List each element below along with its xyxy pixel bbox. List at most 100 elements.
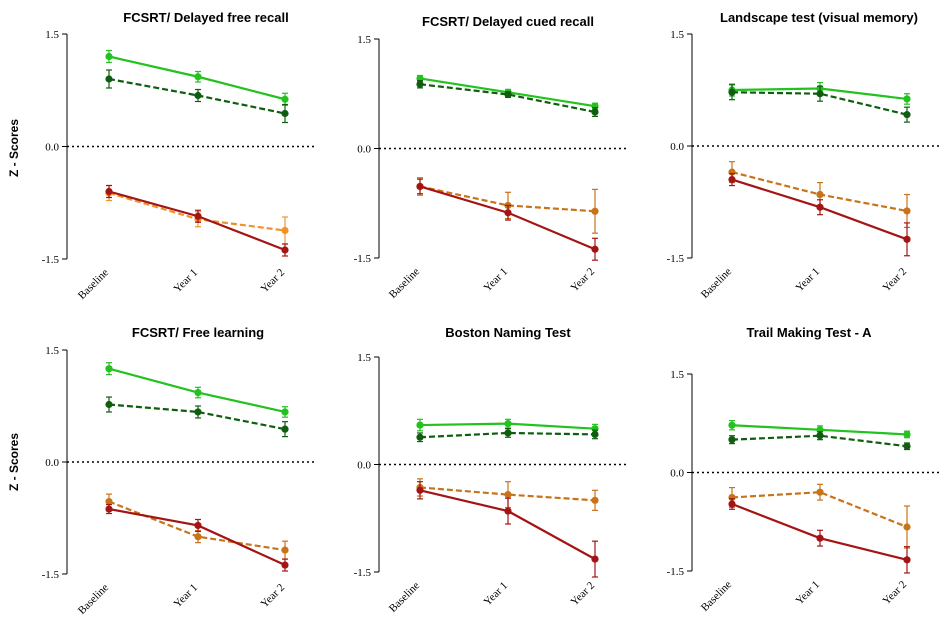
data-point (591, 555, 599, 563)
data-point (281, 425, 289, 433)
y-tick-label: 0.0 (357, 460, 371, 472)
data-point (105, 75, 113, 83)
data-point (194, 212, 202, 220)
x-tick-label: Year 2 (880, 266, 909, 295)
data-point (504, 507, 512, 515)
x-tick-label: Year 2 (568, 266, 597, 295)
x-tick-label: Baseline (387, 266, 422, 301)
panel-title: Boston Naming Test (445, 325, 571, 340)
data-point (194, 91, 202, 100)
panel-title: Landscape test (visual memory) (720, 10, 918, 25)
x-tick-label: Baseline (76, 267, 111, 302)
x-tick-label: Baseline (387, 580, 422, 615)
data-point (105, 365, 113, 373)
data-point (416, 182, 424, 191)
data-point (728, 500, 736, 508)
data-point (281, 246, 289, 254)
y-tick-label: -1.5 (42, 569, 60, 581)
data-point (591, 207, 599, 215)
data-point (728, 176, 736, 184)
data-point (591, 496, 599, 504)
panel-title: FCSRT/ Free learning (132, 325, 264, 340)
x-tick-label: Year 1 (481, 580, 510, 609)
data-point (281, 109, 289, 118)
data-point (105, 505, 113, 513)
x-tick-label: Year 2 (258, 267, 287, 296)
data-point (816, 432, 824, 440)
y-tick-label: -1.5 (354, 567, 372, 579)
data-point (281, 408, 289, 416)
data-point (105, 497, 113, 506)
y-tick-label: 0.0 (670, 141, 684, 153)
x-tick-label: Year 2 (568, 580, 597, 609)
x-tick-label: Year 1 (793, 579, 822, 608)
y-tick-label: 1.5 (357, 34, 371, 46)
y-tick-label: -1.5 (42, 254, 60, 266)
data-point (816, 190, 824, 199)
y-tick-label: 1.5 (670, 29, 684, 41)
y-tick-label: 0.0 (45, 142, 59, 154)
series-line (419, 486, 596, 502)
data-point (903, 556, 911, 564)
data-point (816, 203, 824, 211)
y-axis-label: Z - Scores (7, 119, 21, 177)
series-4 (416, 178, 599, 261)
series-line (419, 83, 596, 114)
data-point (416, 486, 424, 494)
data-point (728, 421, 736, 429)
y-axis-label: Z - Scores (7, 433, 21, 491)
panel-1: FCSRT/ Delayed free recall Z - Scores 1.5 0… (7, 10, 317, 302)
series-2 (105, 396, 289, 438)
data-point (903, 442, 911, 450)
series-2 (728, 84, 911, 123)
data-point (416, 80, 424, 88)
panel-2: FCSRT/ Delayed cued recall 1.5 0.0 -1.5 Base… (354, 14, 629, 301)
y-tick-label: 1.5 (357, 352, 371, 364)
x-tick-label: Year 1 (171, 267, 200, 296)
series-4 (728, 498, 911, 574)
data-point (105, 52, 113, 61)
data-point (816, 90, 824, 98)
data-point (728, 88, 736, 96)
data-point (281, 95, 289, 103)
series-3 (728, 161, 911, 228)
data-point (416, 433, 424, 441)
panel-6: Trail Making Test - A 1.5 0.0 -1.5 Baseline Y… (667, 325, 942, 614)
y-tick-label: 0.0 (357, 144, 371, 156)
data-point (903, 95, 911, 103)
y-tick-label: 0.0 (45, 457, 59, 469)
data-point (281, 226, 289, 235)
x-tick-label: Baseline (699, 579, 734, 614)
x-tick-label: Year 1 (481, 266, 510, 295)
series-2 (105, 69, 289, 124)
data-point (194, 73, 202, 81)
data-point (194, 388, 202, 397)
data-point (903, 111, 911, 119)
panel-4: FCSRT/ Free learning Z - Scores 1.5 0.0 -1.5… (7, 325, 317, 617)
panel-3: Landscape test (visual memory) 1.5 0.0 -1.5… (667, 10, 942, 301)
data-point (816, 534, 824, 542)
x-tick-label: Year 1 (793, 266, 822, 295)
data-point (416, 421, 424, 429)
y-tick-label: 1.5 (45, 29, 59, 41)
series-4 (416, 481, 599, 578)
y-tick-label: 0.0 (670, 468, 684, 480)
series-line (419, 431, 596, 439)
data-point (903, 430, 911, 439)
y-tick-label: 1.5 (45, 345, 59, 357)
data-point (194, 408, 202, 416)
x-tick-label: Baseline (699, 266, 734, 301)
data-point (728, 436, 736, 444)
x-tick-label: Year 2 (880, 579, 909, 608)
data-point (903, 207, 911, 215)
series-line (108, 403, 286, 431)
data-point (504, 90, 512, 99)
data-point (504, 491, 512, 499)
data-point (504, 420, 512, 428)
data-point (105, 187, 113, 196)
panel-5: Boston Naming Test 1.5 0.0 -1.5 Baseline Year… (354, 325, 629, 615)
y-tick-label: -1.5 (667, 566, 685, 578)
data-point (281, 546, 289, 554)
series-2 (416, 80, 599, 117)
